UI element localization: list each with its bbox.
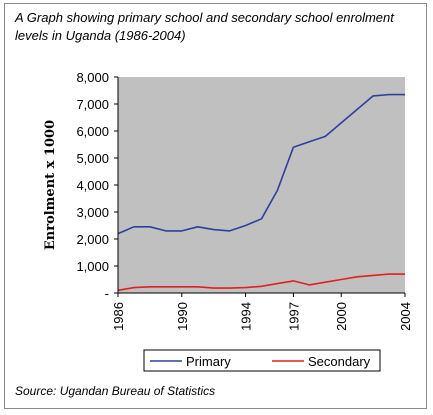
axes — [117, 77, 405, 294]
legend-label-primary: Primary — [186, 354, 231, 369]
y-tick-label: 7,000 — [76, 97, 109, 112]
series-layer — [117, 93, 405, 292]
series-line-primary — [117, 93, 405, 235]
x-tick-label: 2004 — [398, 302, 413, 331]
y-axis-label: Enrolment x 1000 — [43, 120, 58, 250]
y-tick-label: 6,000 — [76, 124, 109, 139]
x-tick-label: 1997 — [286, 302, 301, 331]
y-tick-label: - — [105, 286, 109, 301]
series-line-secondary — [117, 273, 405, 292]
x-tick-label: 2000 — [334, 302, 349, 331]
y-tick-label: 8,000 — [76, 70, 109, 85]
legend: Primary Secondary — [143, 349, 381, 372]
y-tick-label: 2,000 — [76, 232, 109, 247]
legend-label-secondary: Secondary — [308, 354, 371, 369]
y-axis-ticks: - 1,000 2,000 3,000 4,000 5,000 6,000 7,000 8,00… — [76, 70, 118, 301]
x-tick-label: 1990 — [175, 302, 190, 331]
source-note: Source: Ugandan Bureau of Statistics — [15, 384, 216, 398]
y-tick-label: 5,000 — [76, 151, 109, 166]
legend-box — [143, 349, 381, 372]
chart-caption: A Graph showing primary school and secon… — [15, 10, 394, 43]
y-tick-label: 1,000 — [76, 259, 109, 274]
x-axis-ticks: 1986 1990 1994 1997 2000 2004 — [111, 293, 413, 331]
y-tick-label: 3,000 — [76, 205, 109, 220]
x-tick-label: 1986 — [111, 302, 126, 331]
plot-area — [118, 77, 405, 293]
x-tick-label: 1994 — [239, 302, 254, 331]
y-tick-label: 4,000 — [76, 178, 109, 193]
